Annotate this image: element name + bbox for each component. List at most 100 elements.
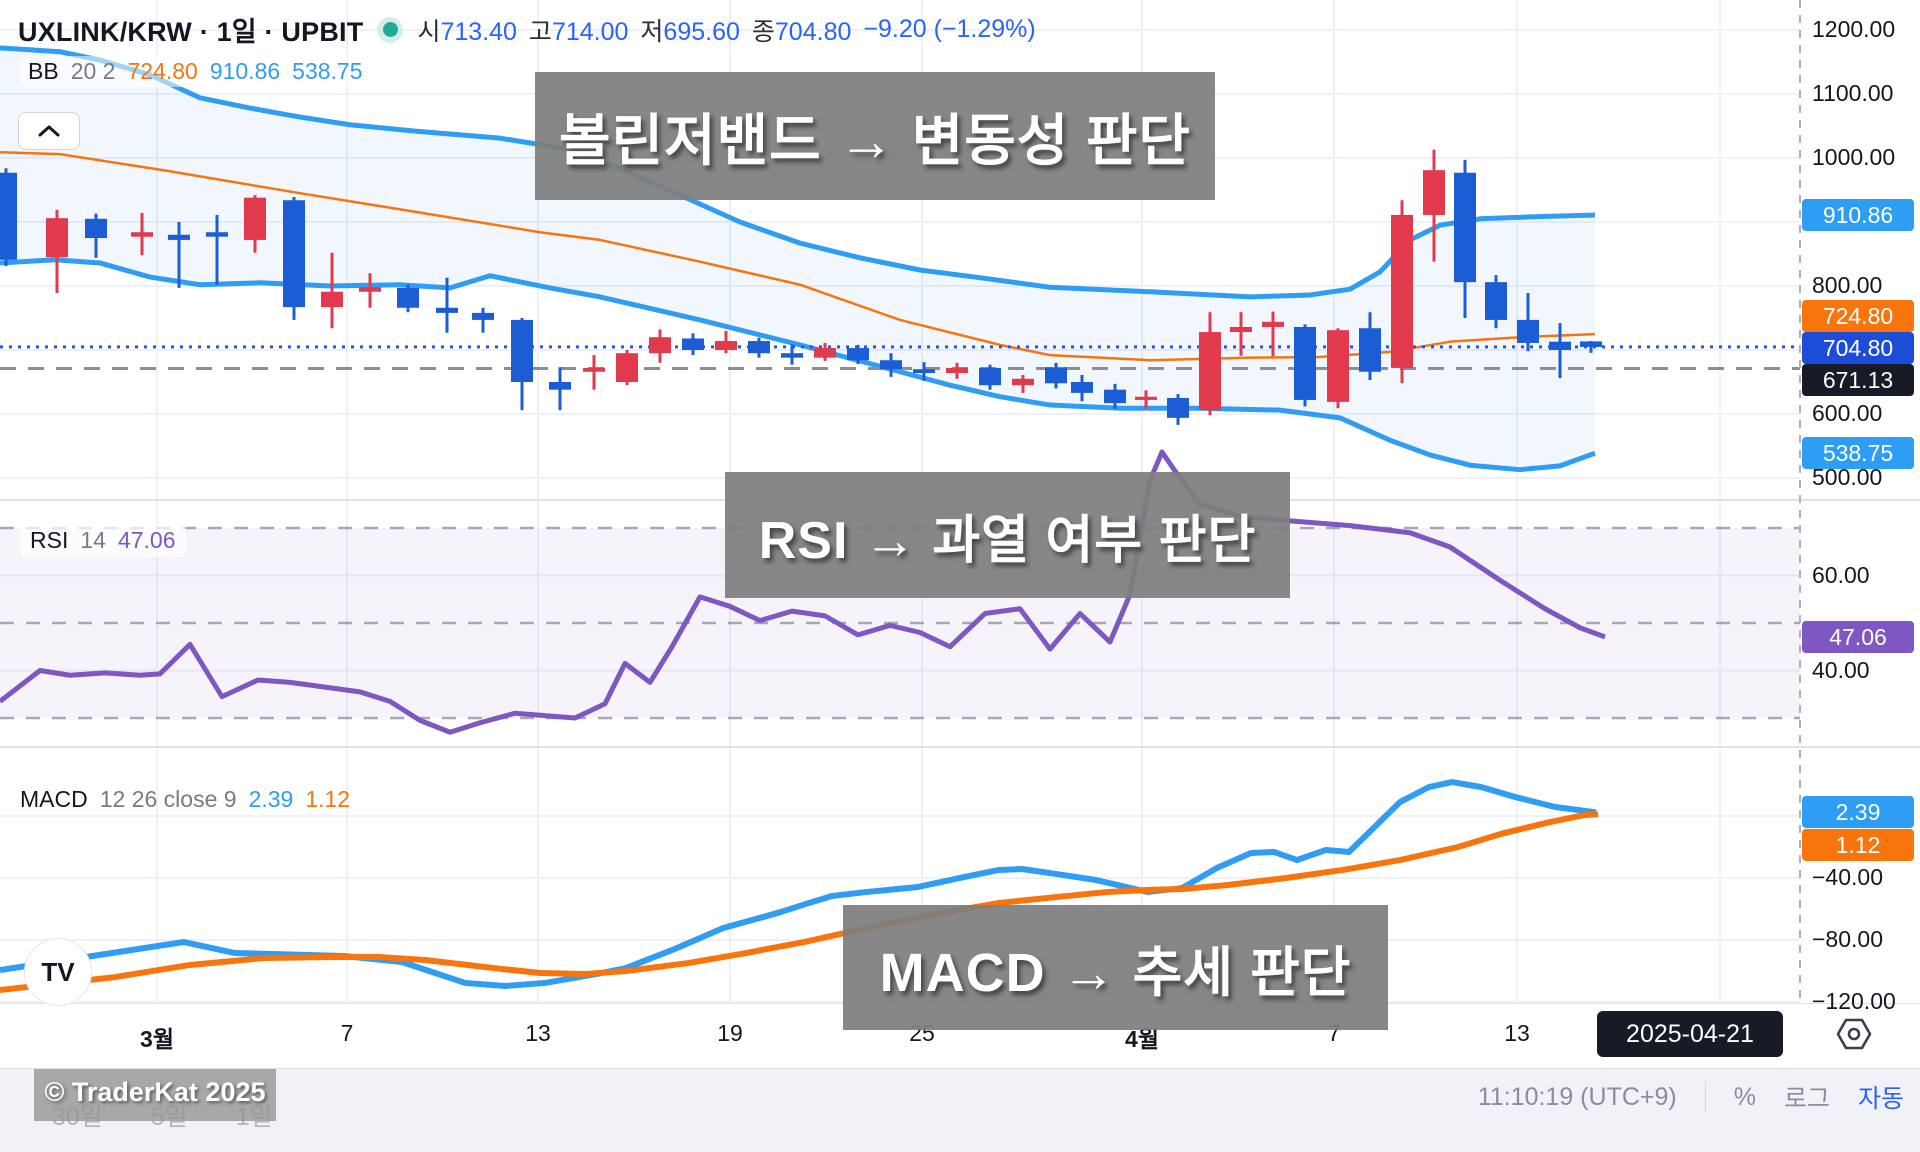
candle-body	[1167, 398, 1189, 418]
candle-body	[1549, 341, 1571, 350]
candle-body	[682, 338, 704, 350]
candle-body	[359, 287, 381, 292]
price-axis-label: −120.00	[1812, 988, 1896, 1014]
candle-body	[397, 287, 419, 308]
macd-params: 12 26 close 9	[99, 786, 237, 812]
low-label: 저	[640, 17, 664, 46]
candle-body	[880, 360, 902, 370]
divider	[1704, 1081, 1706, 1113]
rsi-annotation-banner: RSI → 과열 여부 판단	[725, 472, 1290, 598]
candle-body	[649, 337, 671, 354]
candle-body	[748, 341, 770, 354]
macd-annotation-banner: MACD → 추세 판단	[843, 905, 1388, 1030]
candle-body	[472, 312, 494, 320]
bb-legend[interactable]: BB 20 2 724.80 910.86 538.75	[20, 56, 371, 87]
macd-line	[0, 779, 1597, 990]
bb-basis-value: 724.80	[127, 58, 198, 84]
open-label: 시	[417, 17, 441, 46]
axis-value-badge: 910.86	[1802, 199, 1914, 231]
price-axis-label: −80.00	[1812, 926, 1883, 952]
candle-body	[321, 291, 343, 308]
candle-body	[1262, 321, 1284, 327]
candle-body	[168, 234, 190, 240]
candle-body	[616, 353, 638, 382]
gear-icon[interactable]	[1832, 1012, 1876, 1056]
price-axis-label: −40.00	[1812, 864, 1883, 890]
bb-fill	[0, 47, 1595, 470]
candle-body	[436, 307, 458, 313]
percent-scale-button[interactable]: %	[1733, 1082, 1756, 1111]
bollinger-annotation-banner: 볼린저밴드 → 변동성 판단	[535, 72, 1215, 200]
candle-body	[946, 367, 968, 374]
price-axis-label: 1100.00	[1812, 80, 1894, 106]
price-axis-label: 1000.00	[1812, 144, 1896, 170]
candle-body	[781, 353, 803, 358]
axis-value-badge: 724.80	[1802, 300, 1914, 332]
time-axis-label: 7	[340, 1020, 354, 1046]
time-axis-label: 4월	[1125, 1026, 1159, 1052]
candle-body	[1454, 172, 1476, 283]
candle-body	[46, 218, 68, 258]
candle-body	[131, 232, 153, 237]
chevron-up-icon	[38, 125, 60, 137]
price-axis-label: 1200.00	[1812, 16, 1896, 42]
candle-body	[1391, 214, 1413, 368]
symbol-title[interactable]: UXLINK/KRW · 1일 · UPBIT	[18, 17, 364, 47]
rsi-legend[interactable]: RSI 14 47.06	[20, 524, 186, 557]
candle-body	[0, 172, 17, 260]
high-label: 고	[528, 17, 552, 46]
macd-signal-value: 1.12	[305, 786, 351, 812]
tradingview-logo[interactable]: TV	[24, 938, 92, 1006]
bb-upper-value: 910.86	[209, 58, 281, 84]
low-value: 695.60	[663, 17, 740, 46]
time-axis-label: 13	[525, 1020, 551, 1046]
candle-body	[206, 232, 228, 237]
candle-body	[1104, 389, 1126, 404]
time-axis-label: 13	[1504, 1020, 1530, 1046]
candle-body	[583, 367, 605, 372]
candle-body	[244, 197, 266, 240]
high-value: 714.00	[551, 17, 629, 46]
axis-value-badge: 1.12	[1802, 829, 1914, 861]
candle-body	[511, 319, 533, 382]
candle-body	[1423, 170, 1445, 215]
candle-body	[85, 218, 107, 238]
axis-value-badge: 671.13	[1802, 364, 1914, 396]
candle-body	[715, 341, 737, 350]
bb-name: BB	[28, 58, 59, 84]
time-axis-label: 3월	[140, 1026, 174, 1052]
axis-value-badge: 538.75	[1802, 437, 1914, 469]
rsi-name: RSI	[30, 527, 69, 553]
candle-body	[913, 369, 935, 374]
price-axis-label: 800.00	[1812, 272, 1883, 298]
price-axis-label: 60.00	[1812, 561, 1870, 588]
macd-legend[interactable]: MACD 12 26 close 9 2.39 1.12	[20, 786, 350, 813]
candle-body	[1135, 396, 1157, 400]
header: UXLINK/KRW · 1일 · UPBIT 시713.40 고714.00 …	[18, 10, 1036, 49]
market-open-dot-icon	[377, 16, 404, 43]
candle-body	[1012, 378, 1034, 386]
collapse-pane-button[interactable]	[18, 112, 80, 150]
candle-body	[1580, 341, 1602, 347]
close-label: 종	[751, 17, 775, 46]
bb-basis-line	[0, 150, 1596, 362]
status-bar-right: 11:10:19 (UTC+9) % 로그 자동	[1478, 1067, 1904, 1127]
macd-value: 2.39	[248, 786, 294, 812]
candle-body	[1071, 382, 1093, 393]
price-axis[interactable]: 1200.00 1100.00 1000.00 800.00 600.00 500.00 6…	[1800, 0, 1920, 1014]
axis-value-badge: 2.39	[1802, 796, 1914, 828]
candle-body	[847, 348, 869, 361]
clock[interactable]: 11:10:19 (UTC+9)	[1477, 1082, 1677, 1111]
price-axis-label: 40.00	[1812, 656, 1870, 683]
price-axis-label: 600.00	[1812, 400, 1883, 426]
auto-scale-button[interactable]: 자동	[1857, 1085, 1904, 1113]
axis-value-badge: 47.06	[1802, 621, 1914, 653]
bb-lower-value: 538.75	[292, 58, 363, 84]
time-axis-label: 19	[717, 1020, 743, 1046]
candle-body	[1517, 319, 1539, 343]
ohlc-row: 시713.40 고714.00 저695.60 종704.80 −9.20 (−…	[417, 12, 1035, 48]
log-scale-button[interactable]: 로그	[1783, 1085, 1830, 1113]
candle-body	[814, 348, 836, 358]
candle-body	[1294, 326, 1316, 400]
